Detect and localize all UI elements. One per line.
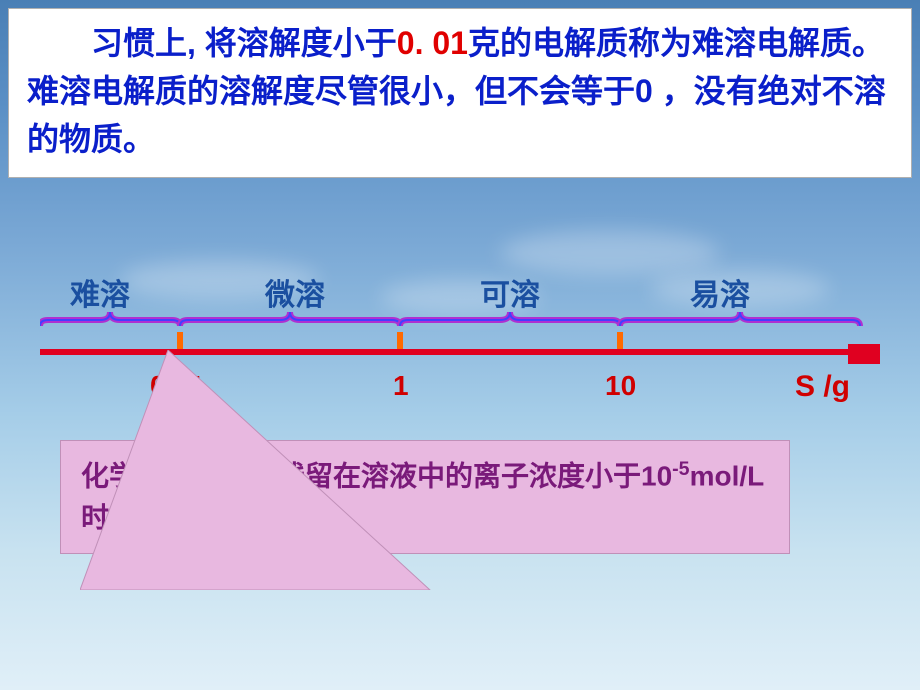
callout: 化学上通常认为残留在溶液中的离子浓度小于10-5mol/L时,沉淀达到完全。 — [60, 440, 790, 554]
callout-pointer — [80, 350, 440, 590]
def-threshold: 0. 01 — [397, 25, 468, 61]
axis-unit: S /g — [795, 370, 850, 404]
tick-label: 10 — [605, 370, 636, 402]
callout-sup: -5 — [672, 458, 689, 480]
category-labels: 难溶微溶可溶易溶 — [40, 270, 880, 310]
definition-box: 习惯上, 将溶解度小于0. 01克的电解质称为难溶电解质。难溶电解质的溶解度尽管… — [8, 8, 912, 178]
bg-cloud — [500, 230, 720, 275]
def-text-a: 习惯上, 将溶解度小于 — [91, 25, 397, 61]
